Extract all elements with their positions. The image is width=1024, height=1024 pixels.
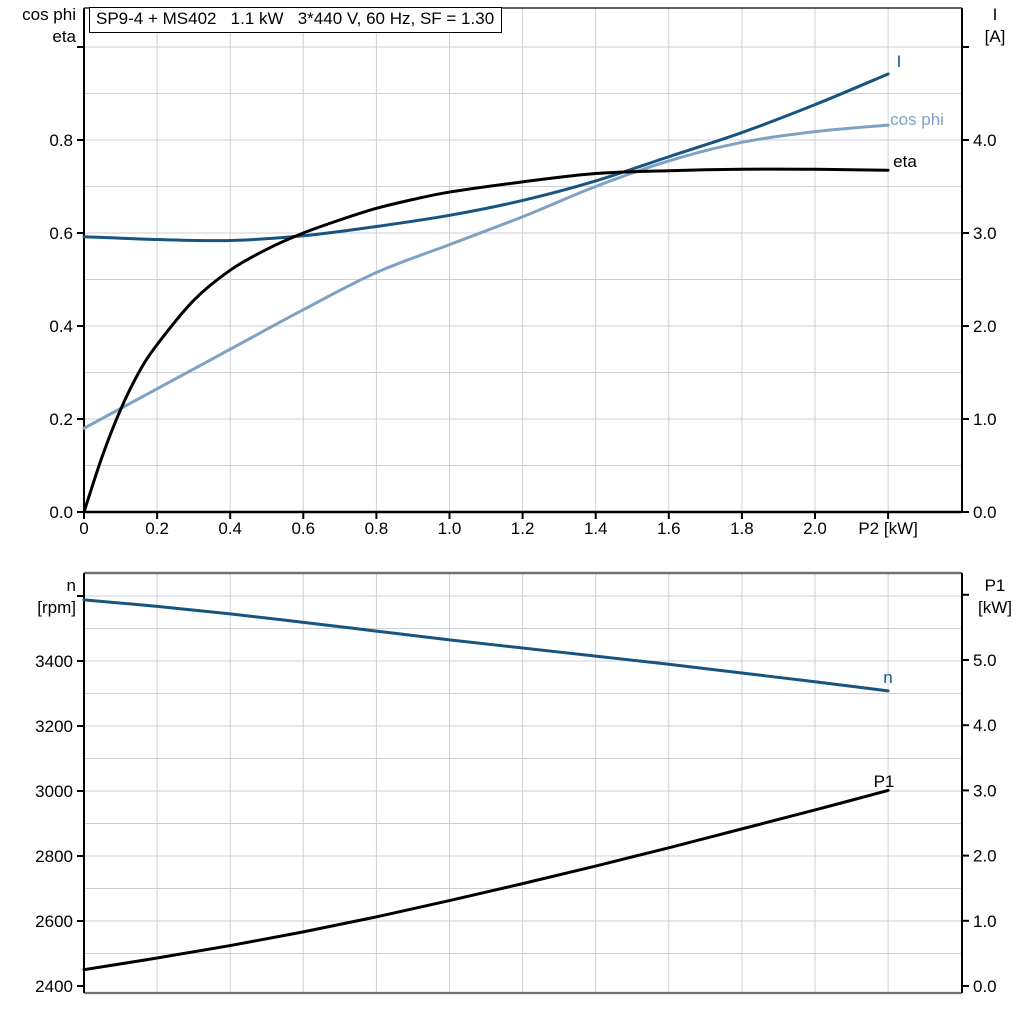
tick-label: 3200 bbox=[35, 717, 73, 736]
tick-label: 3.0 bbox=[973, 224, 997, 243]
tick-label: 0.6 bbox=[49, 224, 73, 243]
top-left-axis-title: cos phi eta bbox=[0, 4, 76, 48]
tick-label: 1.8 bbox=[730, 519, 754, 538]
left-axis-name-cosphi: cos phi bbox=[22, 5, 76, 24]
tick-label: 2.0 bbox=[973, 847, 997, 866]
curve-n bbox=[82, 598, 890, 693]
curve-label-I: I bbox=[897, 52, 902, 71]
tick-label: 2800 bbox=[35, 847, 73, 866]
left-axis-name-eta: eta bbox=[52, 27, 76, 46]
tick-label: 0.8 bbox=[365, 519, 389, 538]
curve-label-eta: eta bbox=[893, 152, 917, 171]
curve-P1 bbox=[82, 788, 890, 972]
chart-area-bottom: 2400 2600 2800 3000 3200 3400 0.0 1.0 2.0 3.0 4.0 5… bbox=[35, 571, 997, 996]
x-axis-label: P2 [kW] bbox=[858, 519, 918, 538]
gridlines bbox=[84, 573, 962, 993]
tick-label: 3000 bbox=[35, 782, 73, 801]
tick-label: 4.0 bbox=[973, 716, 997, 735]
tick-label: 0.2 bbox=[49, 410, 73, 429]
tick-label: 0.0 bbox=[49, 503, 73, 522]
tick-label: 1.4 bbox=[584, 519, 608, 538]
tick-label: 1.0 bbox=[973, 410, 997, 429]
tick-label: 5.0 bbox=[973, 651, 997, 670]
tick-label: 0.8 bbox=[49, 131, 73, 150]
tick-label: 1.6 bbox=[657, 519, 681, 538]
left-axis-unit-rpm: [rpm] bbox=[37, 598, 76, 617]
curve-label-cos-phi: cos phi bbox=[890, 110, 944, 129]
tick-label: 1.2 bbox=[511, 519, 535, 538]
tick-label: 0.4 bbox=[218, 519, 242, 538]
tick-label: 0.6 bbox=[291, 519, 315, 538]
tick-label: 3.0 bbox=[973, 781, 997, 800]
left-axis-name-n: n bbox=[66, 576, 76, 595]
curve-eta bbox=[82, 167, 890, 514]
tick-label: 0.0 bbox=[973, 977, 997, 996]
tick-label: 0.2 bbox=[145, 519, 169, 538]
right-axis-name-P1: P1 bbox=[984, 576, 1006, 595]
gridlines bbox=[84, 8, 962, 512]
top-right-axis-title: I [A] bbox=[966, 4, 1024, 48]
right-axis-name-I: I bbox=[992, 5, 998, 24]
right-axis-unit-A: [A] bbox=[984, 27, 1006, 46]
chart-title-box: SP9-4 + MS402 1.1 kW 3*440 V, 60 Hz, SF … bbox=[89, 7, 503, 33]
tick-label: 2.0 bbox=[803, 519, 827, 538]
bottom-right-axis-title: P1 [kW] bbox=[966, 575, 1024, 619]
tick-label: 0.0 bbox=[973, 503, 997, 522]
curve-cos-phi bbox=[82, 123, 890, 430]
tick-label: 0.4 bbox=[49, 317, 73, 336]
right-axis-unit-kW: [kW] bbox=[978, 598, 1012, 617]
tick-label: 0 bbox=[79, 519, 88, 538]
tick-label: 2600 bbox=[35, 912, 73, 931]
chart-area-top: 0.0 0.2 0.4 0.6 0.8 0.0 1.0 2.0 3.0 4.0 0 0.2 0.4 0.6… bbox=[49, 7, 997, 538]
bottom-left-axis-title: n [rpm] bbox=[0, 575, 76, 619]
tick-label: 3400 bbox=[35, 652, 73, 671]
curve-I bbox=[82, 72, 890, 243]
tick-label: 1.0 bbox=[438, 519, 462, 538]
tick-label: 2400 bbox=[35, 977, 73, 996]
curve-label-P1: P1 bbox=[874, 772, 895, 791]
tick-label: 4.0 bbox=[973, 131, 997, 150]
curve-label-n: n bbox=[883, 668, 892, 687]
tick-label: 2.0 bbox=[973, 317, 997, 336]
tick-label: 1.0 bbox=[973, 912, 997, 931]
